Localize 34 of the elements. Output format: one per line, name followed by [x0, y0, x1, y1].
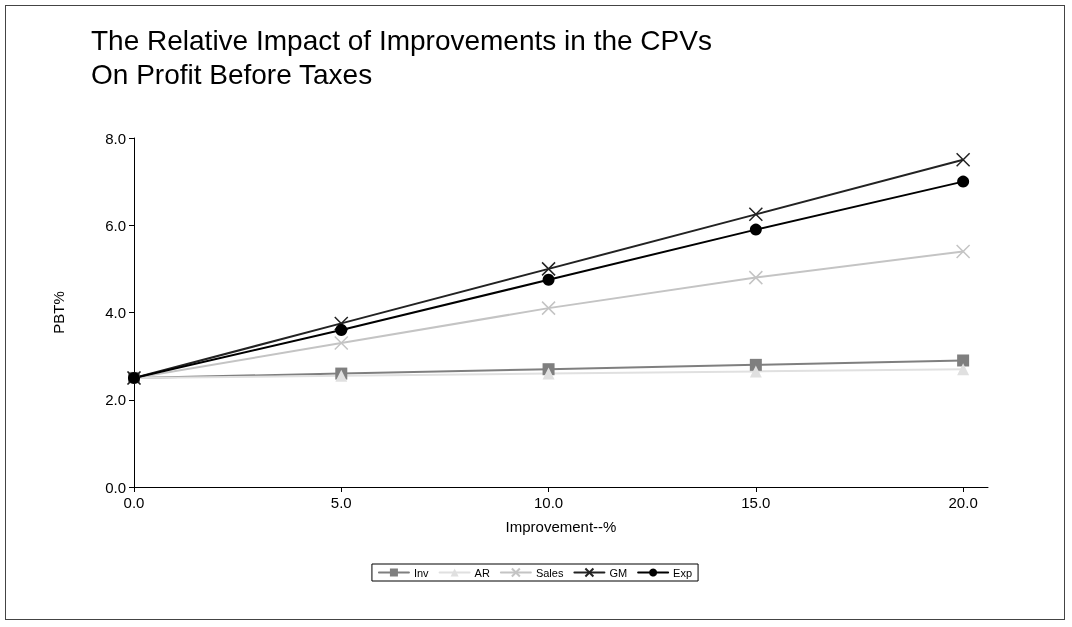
legend-label: AR: [474, 566, 490, 579]
x-tick-label: 0.0: [123, 494, 145, 511]
x-tick-label: 20.0: [948, 494, 978, 511]
y-tick-label: 8.0: [105, 129, 126, 147]
legend-label: Sales: [535, 566, 564, 579]
y-tick-label: 2.0: [105, 391, 126, 409]
x-axis-title: Improvement--%: [505, 518, 617, 535]
point: [957, 175, 970, 188]
legend-label: Exp: [673, 566, 693, 579]
point: [957, 363, 970, 376]
chart-title: The Relative Impact of Improvements in the CPVs On Profit Before Taxes: [91, 24, 712, 90]
y-tick-label: 0.0: [105, 478, 126, 496]
x-tick-label: 5.0: [330, 494, 352, 511]
x-tick-label: 10.0: [533, 494, 564, 511]
point: [748, 207, 764, 222]
y-tick-label: 6.0: [105, 216, 126, 234]
y-axis-title: PBT%: [50, 291, 67, 334]
point: [748, 270, 764, 285]
point: [542, 273, 555, 286]
point: [541, 261, 556, 277]
legend-label: GM: [609, 566, 628, 579]
y-tick-label: 4.0: [105, 304, 126, 321]
point: [541, 300, 556, 316]
point: [334, 316, 349, 331]
legend-label: Inv: [413, 566, 430, 579]
x-tick-label: 15.0: [741, 494, 771, 511]
point: [957, 354, 970, 367]
point: [335, 323, 348, 336]
point: [955, 152, 971, 168]
point: [955, 244, 971, 259]
point: [542, 367, 555, 380]
point: [334, 335, 349, 351]
point: [749, 223, 762, 236]
point: [749, 365, 762, 378]
